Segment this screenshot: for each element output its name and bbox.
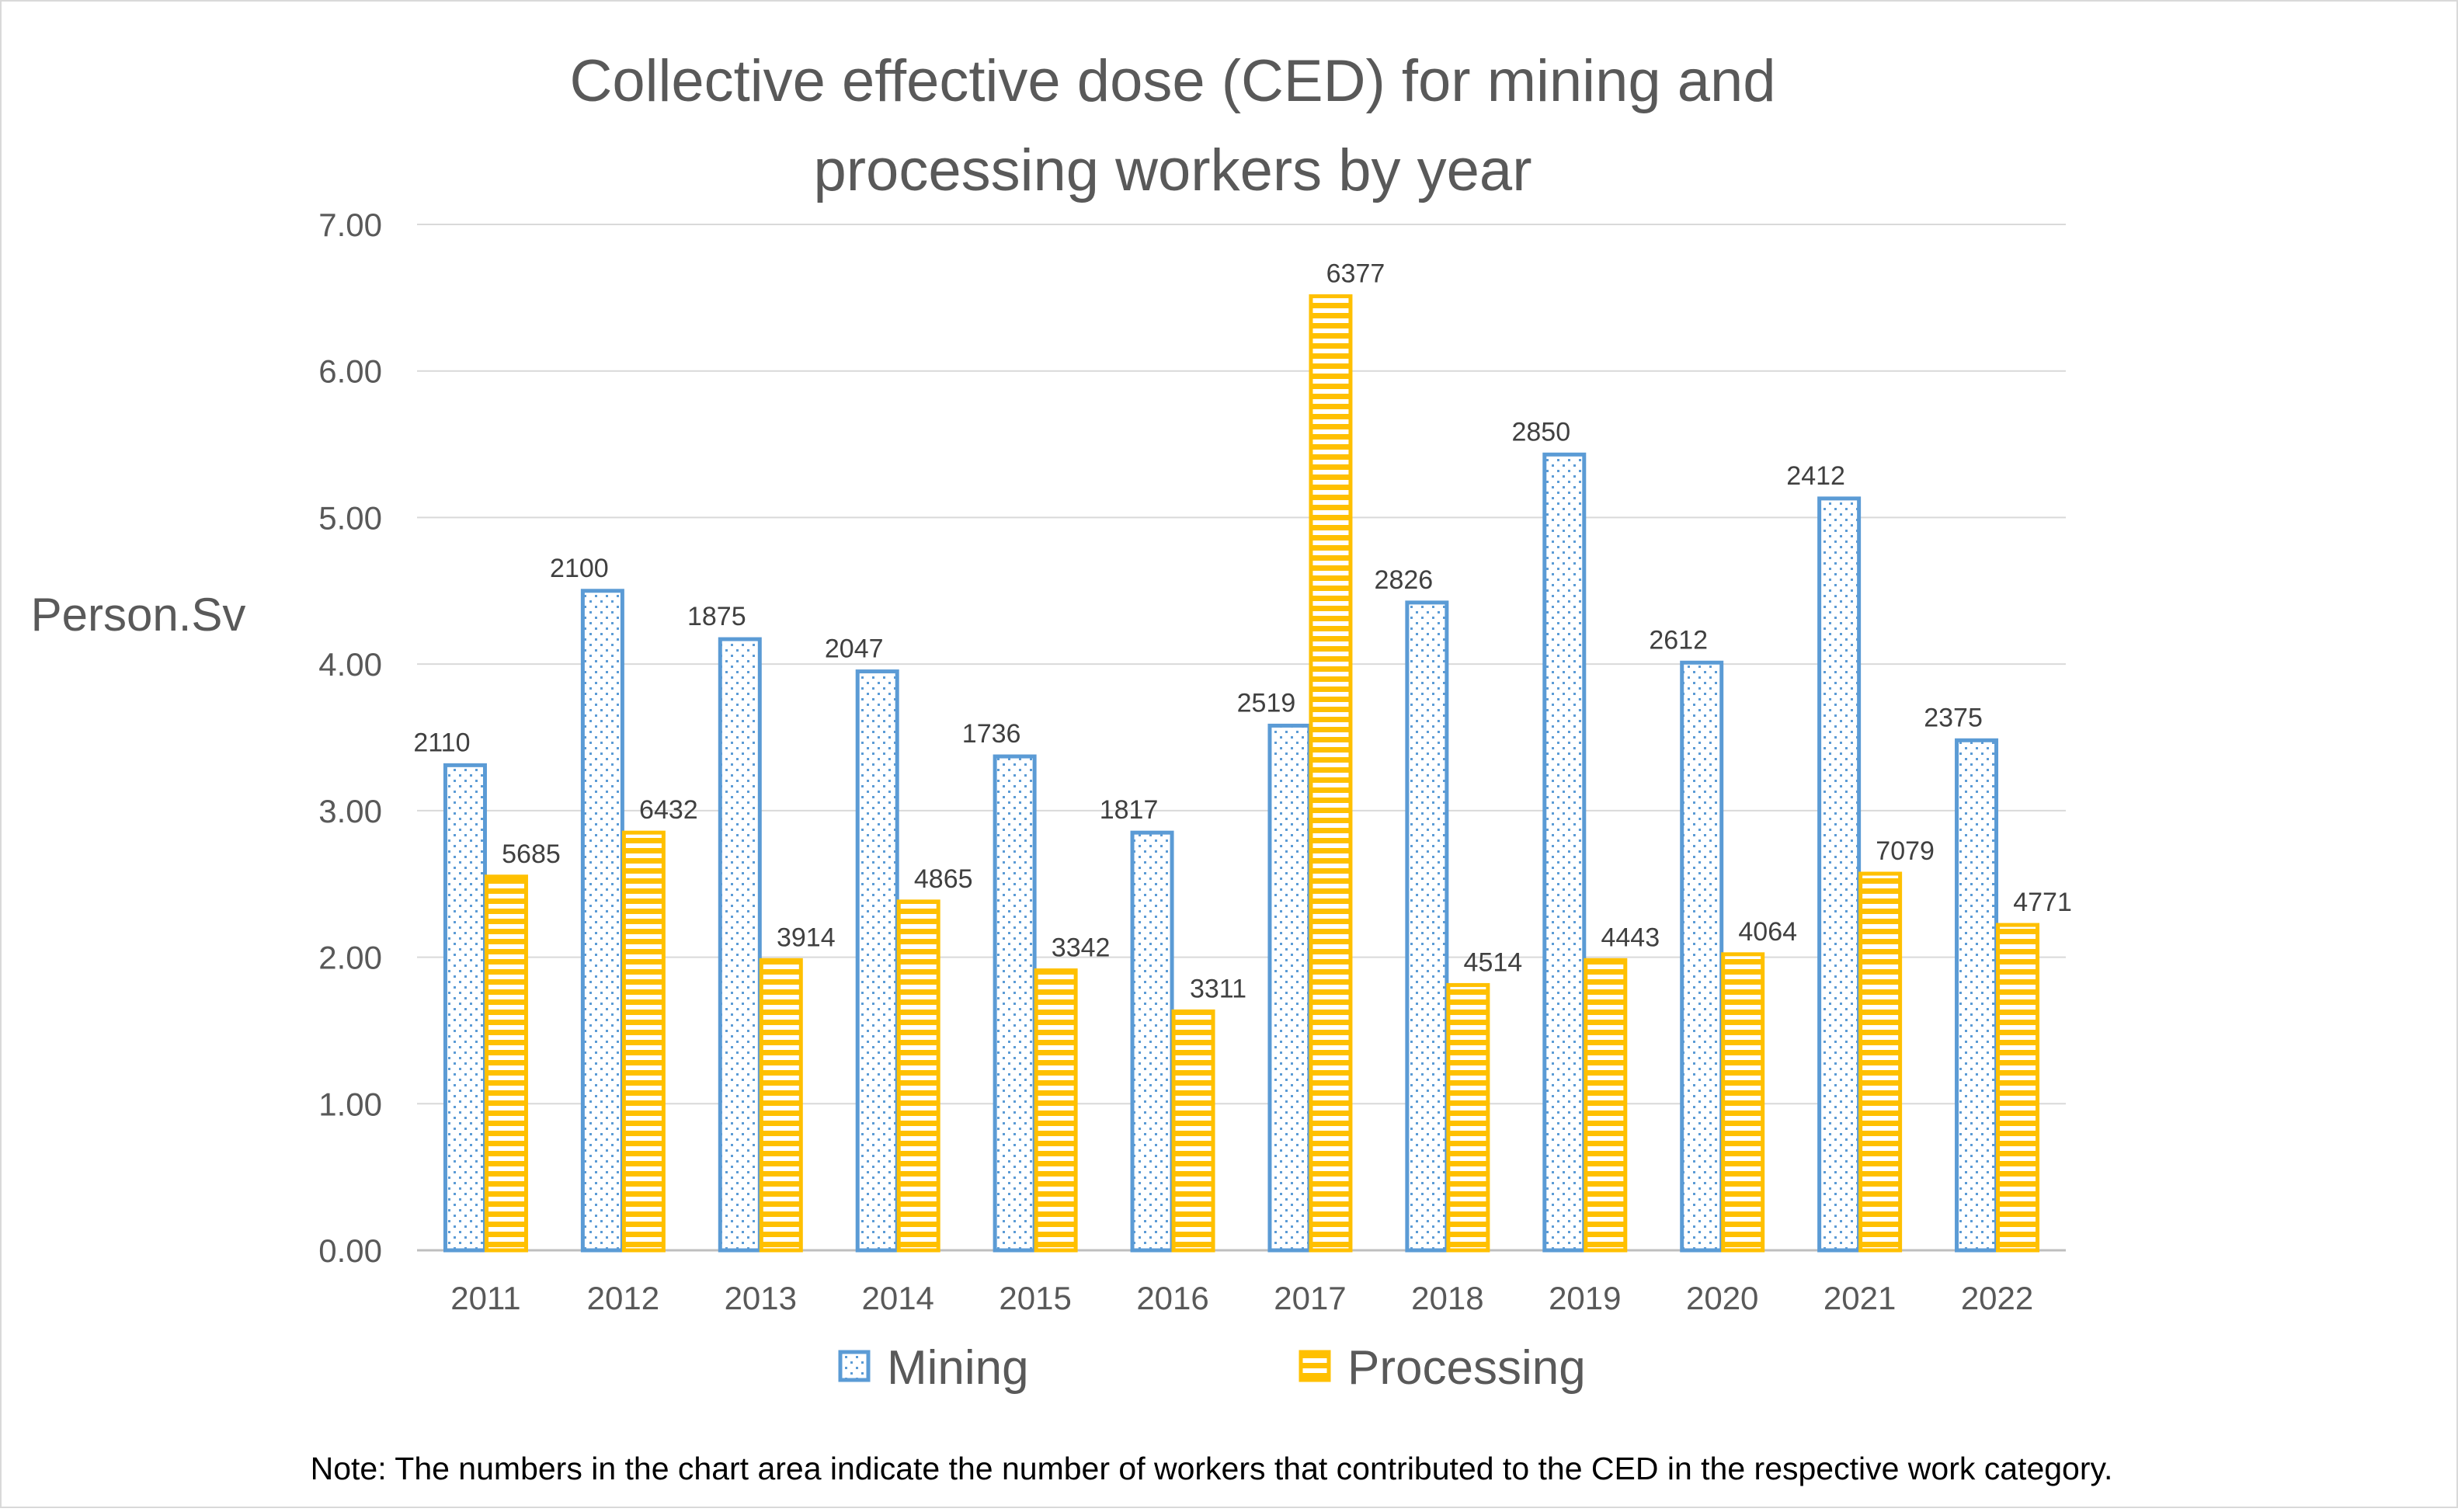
bar-processing-2022: [1996, 923, 2040, 1253]
chart-title-line-1: Collective effective dose (CED) for mini…: [569, 48, 1775, 114]
y-tick-label: 1.00: [318, 1086, 382, 1122]
x-tick-label-2019: 2019: [1549, 1280, 1621, 1316]
bar-processing-2013: [759, 958, 803, 1253]
data-label-mining-2019: 2850: [1511, 417, 1570, 447]
bar-processing-2019: [1584, 958, 1628, 1253]
legend-label-processing: Processing: [1347, 1341, 1586, 1395]
x-tick-label-2018: 2018: [1411, 1280, 1483, 1316]
y-axis-ticks: 0.00 1.00 2.00 3.00 4.00 5.00 6.00 7.00: [318, 207, 382, 1269]
bar-processing-2020: [1721, 952, 1765, 1253]
y-tick-label: 6.00: [318, 353, 382, 390]
x-tick-label-2011: 2011: [450, 1280, 520, 1316]
bar-processing-2011: [484, 874, 528, 1253]
data-label-mining-2014: 2047: [825, 634, 884, 664]
x-axis-ticks: 2011 2012 2013 2014 2015 2016 2017 2018 2019 2020…: [450, 1280, 2033, 1316]
x-tick-label-2021: 2021: [1824, 1280, 1896, 1316]
bar-processing-2014: [896, 899, 940, 1253]
data-label-mining-2020: 2612: [1649, 625, 1708, 655]
bar-mining-2012: [580, 589, 624, 1253]
legend: Mining Processing: [838, 1341, 1586, 1395]
data-label-mining-2017: 2519: [1237, 688, 1296, 718]
bar-processing-2016: [1171, 1009, 1215, 1253]
bar-processing-2017: [1309, 294, 1353, 1253]
x-tick-label-2020: 2020: [1686, 1280, 1758, 1316]
data-label-processing-2022: 4771: [2013, 888, 2072, 917]
data-label-processing-2012: 6432: [639, 795, 698, 825]
data-label-mining-2015: 1736: [962, 719, 1021, 749]
data-label-processing-2011: 5685: [502, 839, 561, 869]
data-label-processing-2014: 4865: [914, 864, 973, 894]
x-tick-label-2012: 2012: [587, 1280, 659, 1316]
data-label-processing-2019: 4443: [1601, 923, 1660, 952]
bar-mining-2011: [443, 763, 487, 1253]
y-tick-label: 3.00: [318, 793, 382, 829]
bar-processing-2012: [621, 830, 666, 1253]
data-label-processing-2021: 7079: [1876, 836, 1935, 866]
data-label-processing-2017: 6377: [1326, 259, 1385, 288]
bar-mining-2013: [718, 637, 762, 1253]
data-label-mining-2016: 1817: [1100, 795, 1159, 825]
legend-swatch-mining: [838, 1350, 871, 1382]
data-label-processing-2013: 3914: [777, 923, 836, 952]
data-label-mining-2012: 2100: [550, 554, 609, 583]
x-tick-label-2015: 2015: [999, 1280, 1071, 1316]
x-tick-label-2013: 2013: [725, 1280, 797, 1316]
data-label-processing-2016: 3311: [1190, 974, 1246, 1003]
bars: [443, 294, 2040, 1253]
bar-mining-2020: [1680, 660, 1724, 1253]
x-tick-label-2014: 2014: [861, 1280, 933, 1316]
y-tick-label: 0.00: [318, 1232, 382, 1269]
x-tick-label-2016: 2016: [1136, 1280, 1208, 1316]
bar-mining-2019: [1542, 452, 1587, 1253]
legend-swatch-processing: [1299, 1350, 1331, 1382]
y-axis-label: Person.Sv: [31, 589, 246, 641]
bar-processing-2021: [1858, 871, 1903, 1253]
y-tick-label: 4.00: [318, 646, 382, 683]
y-tick-label: 2.00: [318, 940, 382, 976]
bar-mining-2014: [855, 669, 899, 1253]
chart-note: Note: The numbers in the chart area indi…: [311, 1451, 2113, 1486]
bar-mining-2017: [1267, 723, 1312, 1253]
data-labels: 2110 5685 2100 6432 1875 3914 2047 4865 1736 3342…: [413, 259, 2071, 1003]
legend-label-mining: Mining: [887, 1341, 1029, 1395]
data-label-mining-2011: 2110: [413, 728, 470, 757]
data-label-mining-2021: 2412: [1786, 461, 1845, 491]
bar-mining-2015: [993, 754, 1037, 1253]
y-tick-label: 5.00: [318, 499, 382, 536]
data-label-mining-2018: 2826: [1375, 565, 1434, 595]
chart-title-line-2: processing workers by year: [813, 137, 1531, 203]
data-label-mining-2022: 2375: [1924, 703, 1983, 732]
x-tick-label-2017: 2017: [1274, 1280, 1346, 1316]
y-tick-label: 7.00: [318, 207, 382, 243]
data-label-processing-2020: 4064: [1738, 917, 1797, 947]
bar-processing-2018: [1446, 982, 1490, 1253]
bar-mining-2021: [1817, 496, 1862, 1253]
data-label-processing-2015: 3342: [1052, 933, 1111, 963]
bar-mining-2018: [1405, 600, 1449, 1253]
bar-mining-2022: [1955, 738, 1999, 1253]
data-label-processing-2018: 4514: [1464, 947, 1523, 977]
bar-processing-2015: [1034, 968, 1078, 1253]
bar-mining-2016: [1130, 830, 1174, 1253]
x-tick-label-2022: 2022: [1961, 1280, 2033, 1316]
data-label-mining-2013: 1875: [687, 602, 746, 631]
gridlines: [417, 224, 2066, 1252]
